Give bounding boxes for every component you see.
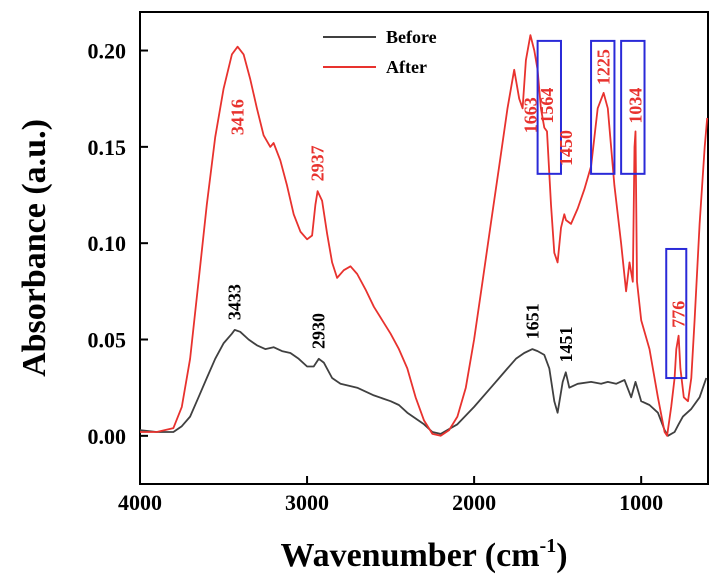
x-axis-label: Wavenumber (cm-1): [280, 535, 567, 574]
peak-label: 1651: [522, 303, 542, 339]
peak-label: 3433: [225, 284, 245, 320]
peak-label: 776: [669, 301, 689, 328]
legend: Before After: [323, 27, 437, 77]
series-layer: [139, 34, 709, 437]
peak-label: 1450: [556, 130, 576, 166]
legend-label-after: After: [386, 57, 427, 77]
x-tick-label: 2000: [452, 490, 496, 515]
highlight-box: [590, 39, 616, 175]
y-tick-label: 0.10: [88, 231, 127, 256]
highlight-box: [620, 39, 646, 175]
peak-label: 2937: [308, 145, 328, 181]
series-line-after: [140, 34, 709, 437]
plot-frame: [139, 11, 709, 485]
y-axis-label: Absorbance (a.u.): [16, 119, 53, 377]
peak-label: 3416: [228, 99, 248, 135]
y-tick-label: 0.20: [88, 39, 127, 64]
highlight-box: [536, 39, 562, 175]
peak-label: 1034: [625, 88, 645, 124]
y-tick-label: 0.15: [88, 135, 127, 160]
peak-label: 1663: [520, 97, 540, 133]
y-tick-label: 0.00: [88, 424, 127, 449]
peak-label: 2930: [309, 313, 329, 349]
peak-label: 1451: [556, 326, 576, 362]
highlight-box: [665, 247, 688, 380]
x-tick-label: 3000: [285, 490, 329, 515]
legend-label-before: Before: [386, 27, 437, 47]
x-tick-label: 1000: [619, 490, 663, 515]
peak-label: 1225: [594, 49, 614, 85]
series-line-before: [139, 329, 708, 437]
y-tick-label: 0.05: [88, 328, 127, 353]
axis-ticks: 4000 3000 2000 1000 0.00 0.05 0.10 0.15 0.20: [88, 39, 664, 515]
x-tick-label: 4000: [118, 490, 162, 515]
highlight-boxes: [536, 39, 688, 380]
x-axis-label-superscript: -1: [540, 535, 557, 557]
peak-label: 1564: [537, 88, 557, 124]
